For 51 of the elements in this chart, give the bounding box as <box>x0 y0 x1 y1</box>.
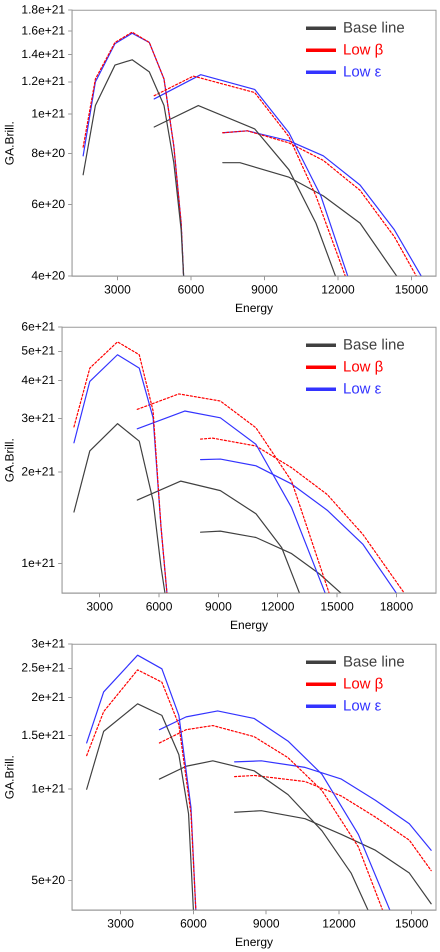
y-tick-label: 2.5e+21 <box>21 660 66 675</box>
y-tick-label: 6e+21 <box>21 320 56 334</box>
x-axis-title: Energy <box>230 618 268 632</box>
y-tick-label: 1e+21 <box>21 556 56 570</box>
legend-label: Low β <box>343 41 384 58</box>
x-tick-label: 6000 <box>146 600 173 614</box>
x-tick-label: 3000 <box>86 600 114 614</box>
y-tick-label: 5e+21 <box>21 344 56 358</box>
legend-label: Low ε <box>343 63 382 80</box>
y-tick-label: 8e+20 <box>31 146 66 160</box>
y-tick-label: 2e+21 <box>31 690 66 704</box>
y-axis-title: GA.Brill. <box>2 755 17 800</box>
y-tick-label: 1.6e+21 <box>21 23 66 38</box>
x-tick-label: 12000 <box>321 282 355 297</box>
legend-label: Low β <box>343 675 384 692</box>
legend-label: Low β <box>343 358 384 376</box>
legend-label: Low ε <box>343 380 382 398</box>
y-tick-label: 3e+21 <box>31 636 66 651</box>
y-tick-label: 3e+21 <box>21 411 56 426</box>
y-tick-label: 6e+20 <box>31 196 66 211</box>
legend-label: Low ε <box>343 697 382 714</box>
legend-label: Base line <box>343 19 405 36</box>
x-axis-title: Energy <box>235 301 274 316</box>
x-axis-title: Energy <box>235 935 274 950</box>
y-tick-label: 1e+21 <box>31 106 66 120</box>
x-tick-label: 9000 <box>251 282 278 297</box>
x-tick-label: 9000 <box>205 600 232 614</box>
y-tick-label: 4e+21 <box>21 373 56 388</box>
x-tick-label: 3000 <box>104 282 132 297</box>
x-tick-label: 12000 <box>322 916 356 931</box>
x-tick-label: 15000 <box>394 282 429 297</box>
y-tick-label: 2e+21 <box>21 464 56 479</box>
y-axis-title: GA.Brill. <box>2 438 17 482</box>
y-tick-label: 4e+20 <box>31 268 66 283</box>
y-tick-label: 5e+20 <box>31 873 66 888</box>
legend-label: Base line <box>343 653 405 670</box>
y-tick-label: 1.5e+21 <box>21 728 66 742</box>
x-tick-label: 3000 <box>107 916 134 931</box>
y-axis-title: GA.Brill. <box>2 121 17 166</box>
y-tick-label: 1e+21 <box>31 782 66 796</box>
x-tick-label: 6000 <box>180 916 208 931</box>
x-tick-label: 12000 <box>261 600 295 614</box>
x-tick-label: 9000 <box>252 916 280 931</box>
y-tick-label: 1.4e+21 <box>21 46 66 61</box>
legend-label: Base line <box>343 336 405 354</box>
x-tick-label: 15000 <box>395 916 429 931</box>
x-tick-label: 18000 <box>380 600 414 614</box>
y-tick-label: 1.2e+21 <box>21 74 66 88</box>
x-tick-label: 6000 <box>178 282 205 297</box>
y-tick-label: 1.8e+21 <box>21 2 66 17</box>
x-tick-label: 15000 <box>320 600 354 614</box>
